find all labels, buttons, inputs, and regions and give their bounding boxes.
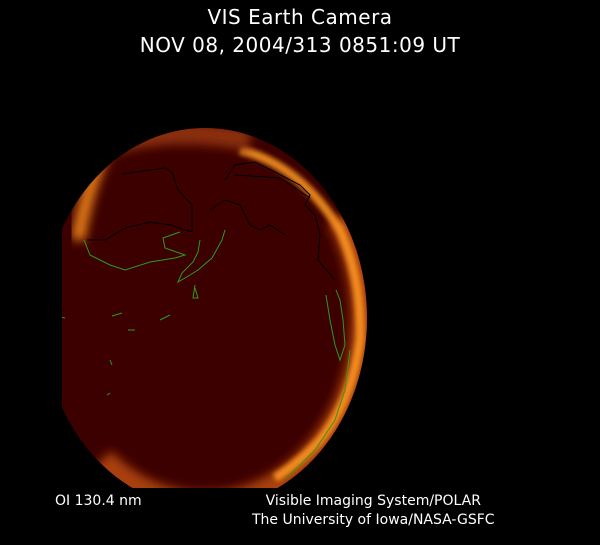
image-timestamp: NOV 08, 2004/313 0851:09 UT — [139, 33, 461, 57]
credit-line-2: The University of Iowa/NASA-GSFC — [252, 512, 495, 528]
image-title: VIS Earth Camera — [207, 5, 393, 29]
credit-line-1: Visible Imaging System/POLAR — [265, 493, 481, 509]
wavelength-label: OI 130.4 nm — [55, 493, 142, 509]
coastlines-night — [87, 161, 336, 281]
earth-disc — [62, 128, 367, 488]
credit-block: Visible Imaging System/POLAR The Univers… — [252, 492, 495, 530]
coastlines-day — [62, 229, 351, 479]
